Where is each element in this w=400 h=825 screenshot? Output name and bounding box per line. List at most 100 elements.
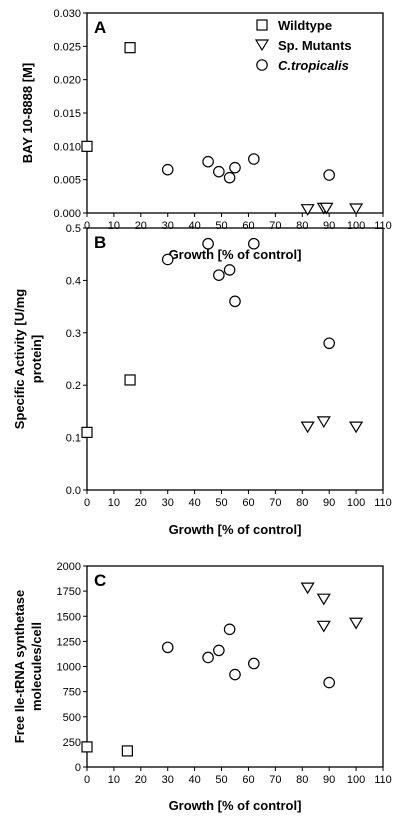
x-tick-label: 110 bbox=[374, 774, 392, 786]
legend-label: Sp. Mutants bbox=[278, 38, 352, 53]
y-tick-label: 0.015 bbox=[53, 108, 81, 120]
y-tick-label: 0.1 bbox=[66, 433, 81, 445]
y-tick-label: 250 bbox=[63, 737, 81, 749]
legend-label: Wildtype bbox=[278, 18, 332, 33]
data-point-triangle-down bbox=[316, 416, 331, 429]
y-tick-label: 1500 bbox=[57, 611, 81, 623]
legend-marker-circle bbox=[256, 59, 268, 71]
data-point-circle bbox=[161, 641, 174, 654]
data-point-circle bbox=[248, 657, 260, 670]
panel-letter: B bbox=[94, 233, 106, 252]
x-tick-label: 110 bbox=[374, 497, 392, 509]
y-tick-label: 0.020 bbox=[53, 75, 81, 87]
x-tick-label: 50 bbox=[215, 774, 227, 786]
data-point-circle bbox=[323, 337, 335, 350]
x-axis-label: Growth [% of control] bbox=[169, 522, 302, 537]
data-point-triangle-down bbox=[349, 203, 364, 216]
x-tick-label: 70 bbox=[269, 220, 281, 232]
legend: Wildtype Sp. Mutants C.tropicalis bbox=[254, 18, 352, 73]
y-tick-label: 0.000 bbox=[53, 208, 81, 220]
data-point-circle bbox=[248, 237, 260, 250]
x-tick-label: 100 bbox=[347, 497, 365, 509]
x-tick-label: 60 bbox=[242, 497, 254, 509]
x-tick-label: 20 bbox=[135, 497, 147, 509]
data-point-triangle-down bbox=[316, 620, 331, 633]
data-point-circle bbox=[223, 264, 236, 276]
legend-label: C.tropicalis bbox=[278, 58, 349, 73]
x-tick-label: 80 bbox=[296, 497, 308, 509]
legend-marker-triangle-down bbox=[254, 39, 270, 52]
x-tick-label: 40 bbox=[189, 497, 201, 509]
data-point-circle bbox=[161, 253, 174, 266]
x-tick-label: 0 bbox=[84, 497, 90, 509]
y-axis-label: Free Ile-tRNA synthetase molecules/cell bbox=[12, 590, 44, 743]
y-tick-label: 0.4 bbox=[66, 275, 81, 287]
y-tick-label: 1250 bbox=[57, 636, 81, 648]
y-axis-label: BAY 10-8888 [M] bbox=[20, 63, 35, 163]
data-point-square bbox=[124, 374, 136, 386]
x-tick-label: 10 bbox=[108, 497, 120, 509]
legend-marker-square bbox=[256, 19, 268, 31]
x-tick-label: 50 bbox=[215, 220, 227, 232]
x-tick-label: 40 bbox=[189, 774, 201, 786]
data-point-circle bbox=[229, 295, 241, 308]
y-tick-label: 0.3 bbox=[66, 328, 81, 340]
x-tick-label: 10 bbox=[108, 220, 120, 232]
y-tick-label: 0.0 bbox=[66, 485, 81, 497]
panel-b: 0 10 20 30 40 50 60 70 80 90 100 1100.00.10.20.30.4… bbox=[12, 223, 392, 537]
panel-c: 0 10 20 30 40 50 60 70 80 90 100 110 0 250 500 750 1000 1… bbox=[12, 561, 392, 813]
y-axis-label: Specific Activity [U/mg protein] bbox=[12, 289, 44, 429]
y-tick-label: 0.005 bbox=[53, 175, 81, 187]
data-point-triangle-down bbox=[349, 421, 364, 434]
y-tick-label: 0.010 bbox=[53, 141, 81, 153]
data-point-circle bbox=[223, 171, 236, 184]
x-tick-label: 30 bbox=[162, 497, 174, 509]
y-tick-label: 0.5 bbox=[66, 223, 81, 235]
y-tick-label: 0 bbox=[75, 762, 81, 774]
x-tick-label: 60 bbox=[242, 220, 254, 232]
x-tick-label: 110 bbox=[374, 220, 392, 232]
data-point-circle bbox=[202, 155, 214, 168]
data-point-square bbox=[81, 426, 93, 438]
y-tick-label: 2000 bbox=[57, 561, 81, 573]
data-point-circle bbox=[213, 644, 225, 657]
y-tick-label: 0.030 bbox=[53, 8, 81, 20]
x-tick-label: 70 bbox=[269, 774, 281, 786]
x-tick-label: 80 bbox=[296, 220, 308, 232]
data-point-circle bbox=[161, 163, 174, 176]
x-tick-label: 60 bbox=[242, 774, 254, 786]
data-point-triangle-down bbox=[316, 593, 331, 606]
data-point-circle bbox=[229, 161, 241, 174]
data-point-triangle-down bbox=[300, 421, 315, 434]
plot-frame bbox=[86, 227, 384, 491]
data-point-circle bbox=[248, 153, 260, 165]
x-tick-label: 50 bbox=[215, 497, 227, 509]
x-tick-label: 20 bbox=[135, 220, 147, 232]
data-point-triangle-down bbox=[300, 582, 315, 595]
x-axis-label: Growth [% of control] bbox=[169, 247, 302, 262]
plot-frame bbox=[86, 565, 384, 768]
x-tick-label: 0 bbox=[84, 774, 90, 786]
x-tick-label: 30 bbox=[162, 220, 174, 232]
x-tick-label: 40 bbox=[189, 220, 201, 232]
x-tick-label: 90 bbox=[323, 220, 335, 232]
data-point-square bbox=[124, 42, 136, 54]
x-tick-label: 30 bbox=[162, 774, 174, 786]
data-point-square bbox=[121, 745, 133, 757]
x-tick-label: 80 bbox=[296, 774, 308, 786]
data-point-triangle-down bbox=[300, 204, 315, 216]
x-tick-label: 0 bbox=[84, 220, 90, 232]
x-tick-label: 70 bbox=[269, 497, 281, 509]
y-tick-label: 0.2 bbox=[66, 380, 81, 392]
data-point-circle bbox=[213, 269, 225, 281]
y-tick-label: 1750 bbox=[57, 586, 81, 598]
panel-letter: A bbox=[94, 18, 106, 37]
data-point-square bbox=[81, 741, 93, 753]
data-point-circle bbox=[323, 676, 335, 689]
data-point-triangle-down bbox=[349, 617, 364, 630]
y-tick-label: 750 bbox=[63, 687, 81, 699]
data-point-triangle-down bbox=[319, 202, 334, 215]
x-tick-label: 20 bbox=[135, 774, 147, 786]
data-point-circle bbox=[223, 623, 236, 636]
